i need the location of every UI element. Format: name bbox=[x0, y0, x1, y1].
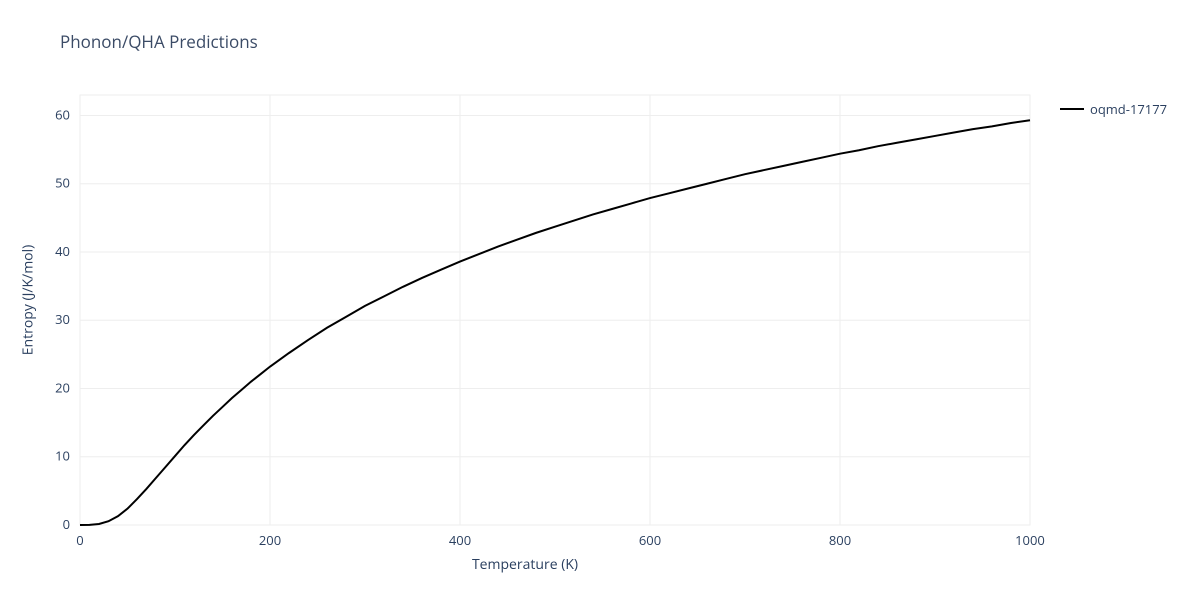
x-tick-label: 200 bbox=[259, 531, 281, 549]
y-tick-label: 0 bbox=[63, 515, 70, 533]
x-tick-label: 400 bbox=[449, 531, 471, 549]
plot-svg[interactable]: 0 200 400 600 800 1000 0 10 20 30 40 50 60 bbox=[0, 0, 1200, 600]
x-tick-label: 600 bbox=[639, 531, 661, 549]
x-tick-label: 1000 bbox=[1015, 531, 1045, 549]
y-tick-label: 30 bbox=[55, 310, 70, 328]
x-tick-label: 0 bbox=[76, 531, 83, 549]
y-tick-label: 50 bbox=[55, 174, 70, 192]
y-tick-label: 40 bbox=[55, 242, 70, 260]
chart-container: Phonon/QHA Predictions Entropy (J/K/mol)… bbox=[0, 0, 1200, 600]
y-tick-label: 20 bbox=[55, 378, 70, 396]
y-tick-label: 10 bbox=[55, 447, 70, 465]
data-series-line[interactable] bbox=[80, 120, 1030, 525]
x-tick-label: 800 bbox=[829, 531, 851, 549]
y-tick-label: 60 bbox=[55, 105, 70, 123]
